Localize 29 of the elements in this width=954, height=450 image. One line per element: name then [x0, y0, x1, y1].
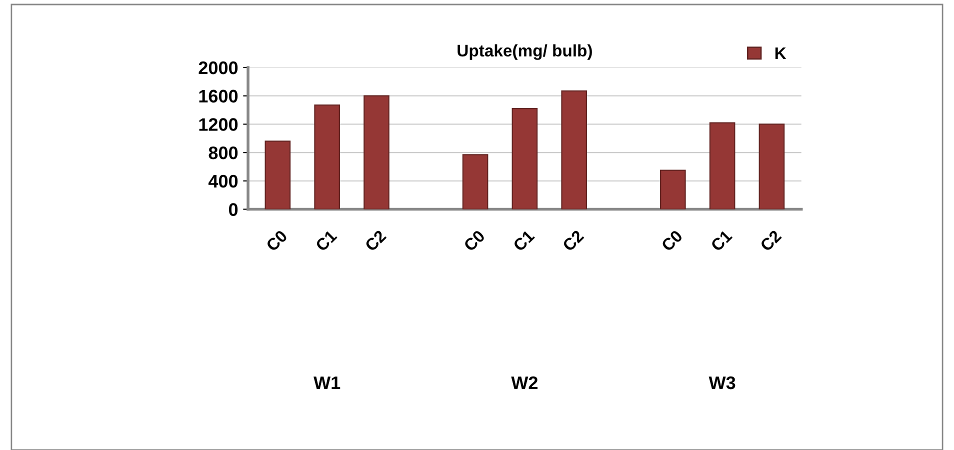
y-tick-label: 0 [228, 203, 238, 216]
chart-title: Uptake(mg/ bulb) [458, 44, 592, 60]
x-tick-label: C2 [364, 229, 387, 252]
text: W1 [314, 376, 340, 389]
bar [709, 122, 736, 210]
legend-label: K [775, 48, 786, 59]
x-tick-label: C0 [463, 229, 486, 252]
x-tick-label: C2 [562, 229, 584, 252]
y-tick-label: 400 [208, 174, 238, 188]
x-tick-label: C0 [265, 229, 288, 252]
x-tick-label: C0 [660, 229, 684, 252]
bar [561, 90, 588, 210]
x-tick-label: C1 [512, 229, 536, 252]
bar [314, 104, 340, 210]
bar [364, 95, 390, 210]
bar [462, 154, 488, 210]
text: W2 [511, 376, 538, 389]
bar [660, 170, 686, 210]
y-tick-label: 1600 [199, 90, 238, 103]
x-tick-label: C2 [759, 229, 782, 252]
y-tick-label: 1200 [199, 118, 238, 131]
y-tick-label: 800 [208, 146, 238, 160]
x-tick-label: C1 [710, 229, 733, 252]
text: W3 [708, 376, 736, 390]
bar [758, 124, 785, 210]
y-tick-label: 2000 [198, 61, 238, 74]
bar [264, 140, 291, 210]
bar [512, 108, 538, 210]
x-tick-label: C1 [314, 229, 338, 252]
